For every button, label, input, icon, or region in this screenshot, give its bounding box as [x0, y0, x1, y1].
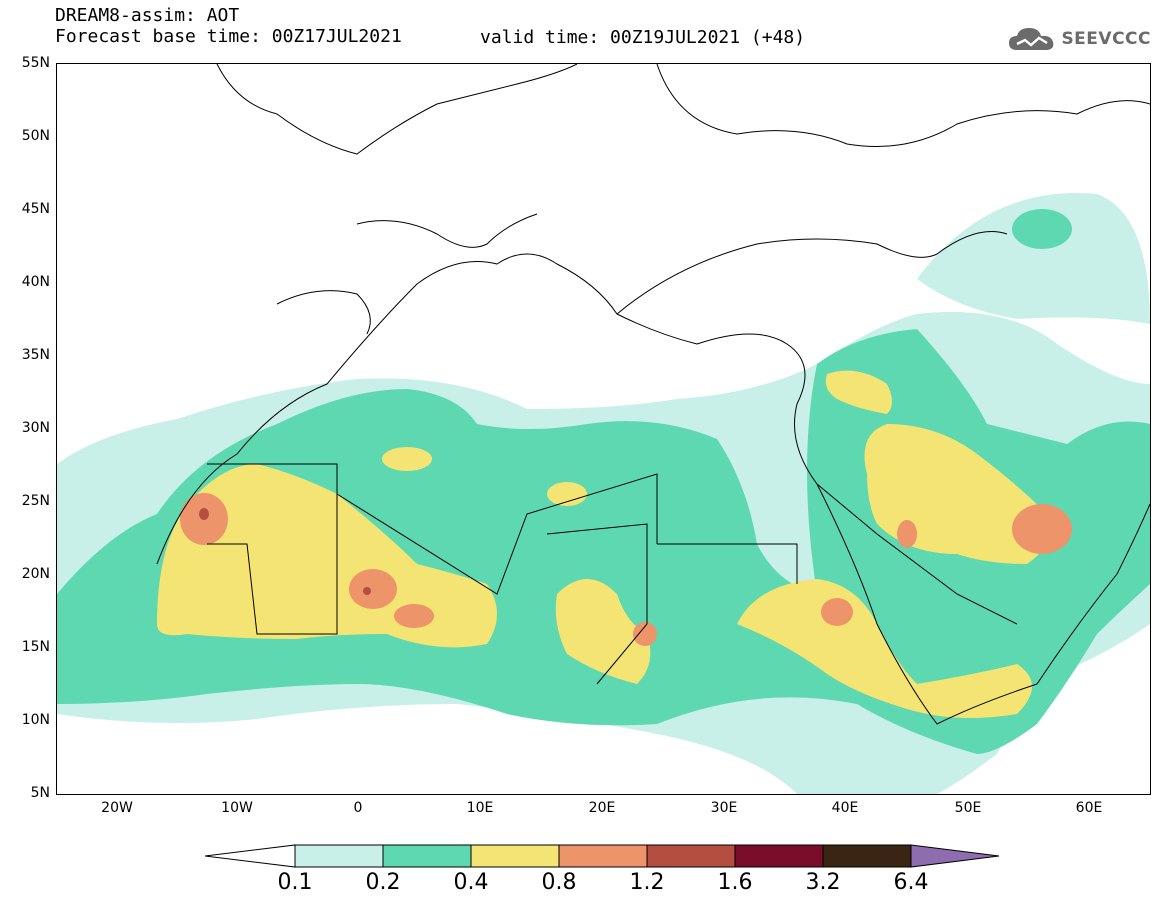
lat-label: 10N	[21, 712, 50, 728]
colorbar-segment	[294, 844, 384, 868]
colorbar-segment	[382, 844, 472, 868]
colorbar-segment-above	[910, 844, 1000, 868]
lat-label: 15N	[21, 639, 50, 655]
forecast-base-time: Forecast base time: 00Z17JUL2021	[55, 26, 402, 47]
lat-label: 5N	[30, 785, 50, 801]
lat-label: 50N	[21, 128, 50, 144]
lon-label: 10E	[466, 800, 494, 816]
colorbar-label: 6.4	[893, 870, 929, 895]
colorbar-label: 1.2	[629, 870, 665, 895]
colorbar-label: 0.2	[365, 870, 401, 895]
lon-label: 40E	[831, 800, 859, 816]
aot-field	[57, 64, 1150, 794]
colorbar-label: 1.6	[717, 870, 753, 895]
colorbar-segment	[470, 844, 560, 868]
colorbar-segment	[822, 844, 912, 868]
lat-label: 40N	[21, 274, 50, 290]
lon-label: 10W	[221, 800, 253, 816]
lat-label: 45N	[21, 201, 50, 217]
colorbar-segment	[734, 844, 824, 868]
valid-time: valid time: 00Z19JUL2021 (+48)	[480, 27, 806, 48]
logo-text: SEEVCCC	[1061, 29, 1151, 49]
lat-label: 30N	[21, 420, 50, 436]
lat-label: 25N	[21, 493, 50, 509]
colorbar-segment	[558, 844, 648, 868]
colorbar-segment-below	[205, 844, 296, 868]
lon-label: 30E	[710, 800, 738, 816]
colorbar-label: 0.1	[277, 870, 313, 895]
lat-label: 35N	[21, 347, 50, 363]
colorbar	[205, 844, 1000, 868]
cloud-icon	[1009, 28, 1054, 50]
lat-label: 20N	[21, 566, 50, 582]
coastlines	[156, 64, 1150, 725]
lon-label: 20E	[588, 800, 616, 816]
lon-label: 20W	[101, 800, 133, 816]
colorbar-label: 0.4	[453, 870, 489, 895]
map-title: DREAM8-assim: AOT	[55, 5, 240, 26]
lon-label: 60E	[1075, 800, 1103, 816]
lon-label: 0	[353, 800, 363, 816]
colorbar-segment	[646, 844, 736, 868]
colorbar-label: 3.2	[805, 870, 841, 895]
map-area	[56, 63, 1151, 795]
colorbar-label: 0.8	[541, 870, 577, 895]
aot-level-1.2	[199, 508, 371, 595]
lat-label: 55N	[21, 55, 50, 71]
lon-label: 50E	[954, 800, 982, 816]
seevccc-logo: SEEVCCC	[1007, 24, 1151, 54]
